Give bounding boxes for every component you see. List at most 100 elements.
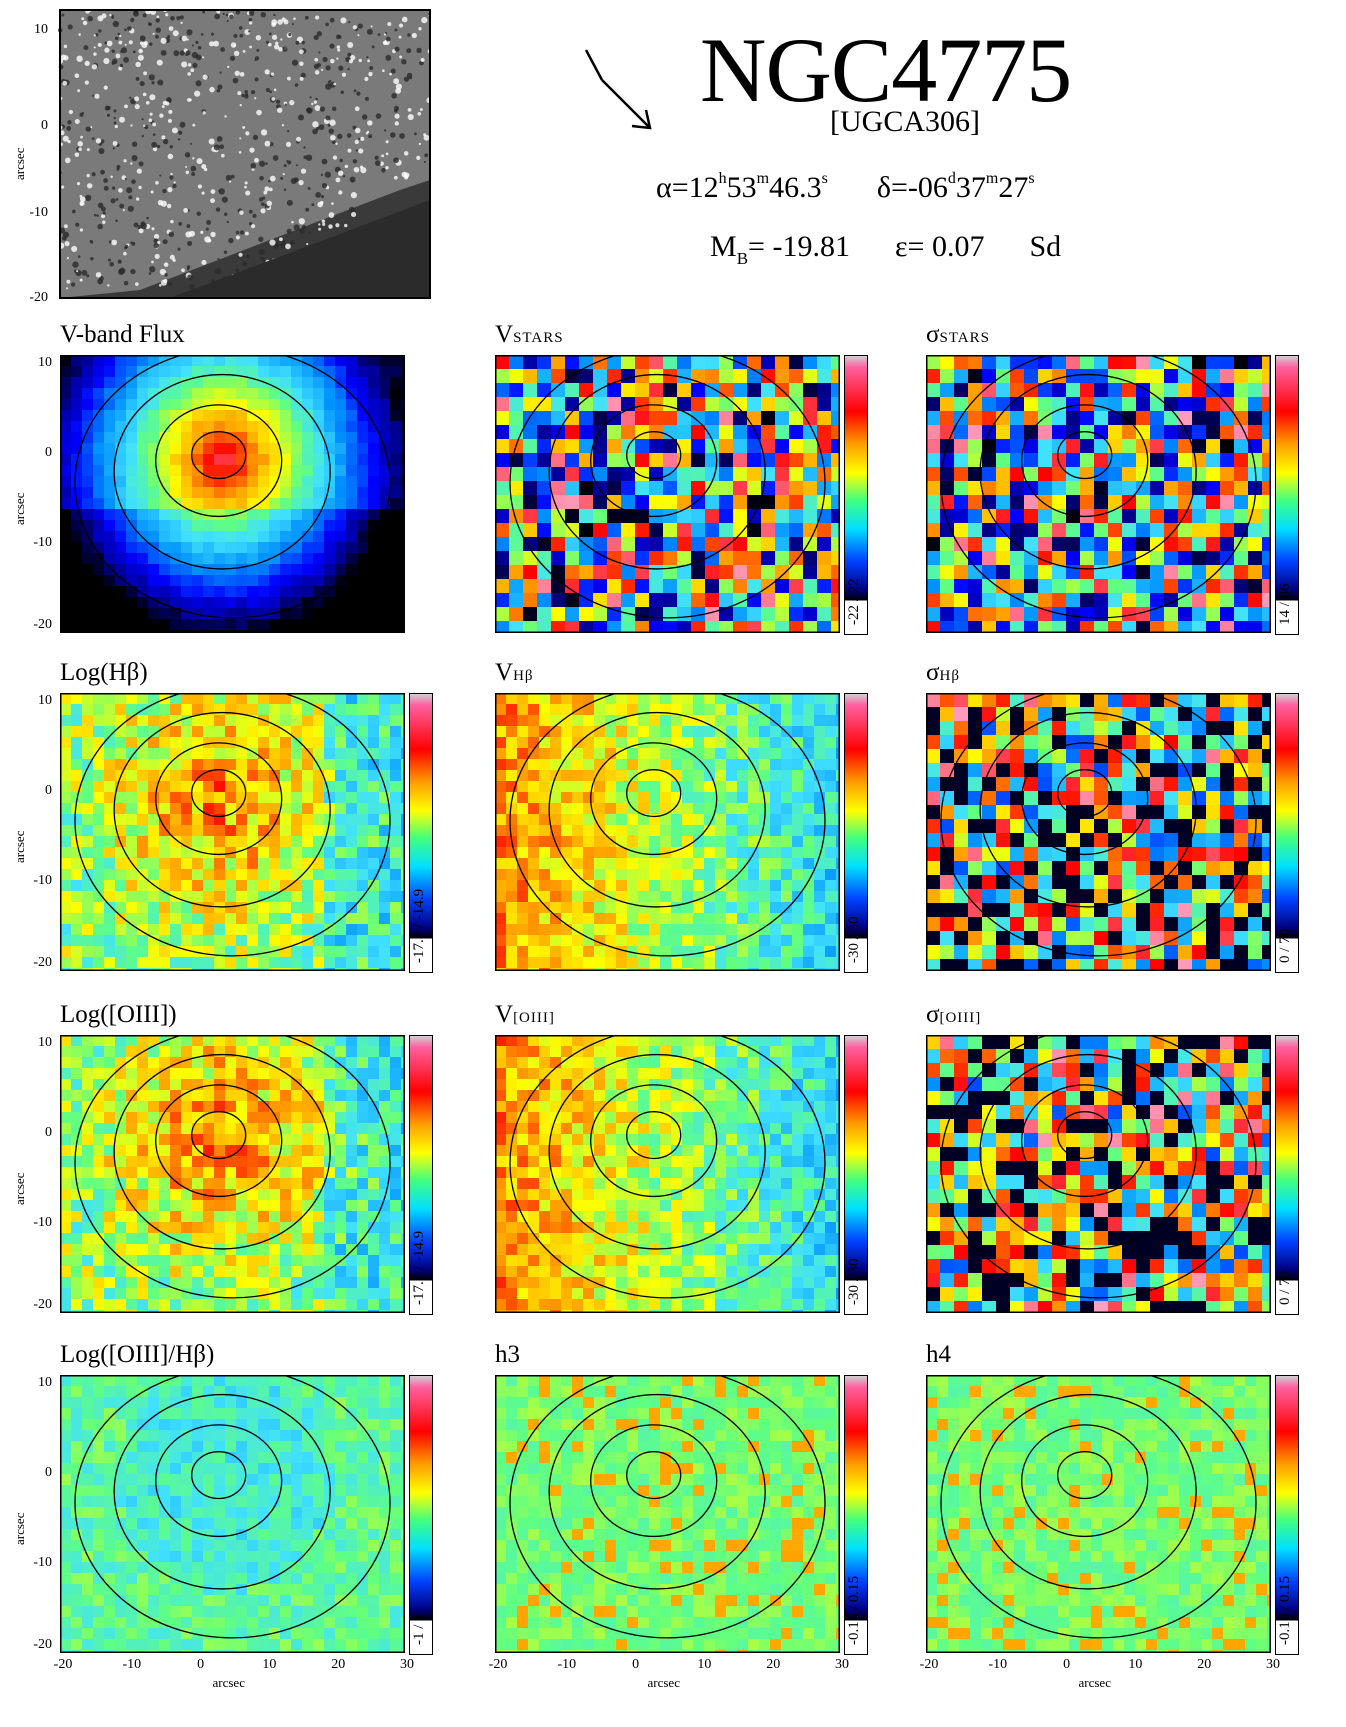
- y-tick-label: 0: [45, 445, 52, 460]
- map-panel-ratio: Log([OIII]/Hβ) -1 / 1 10 0 -10 -20 arcsec -20 -1…: [0, 1341, 433, 1690]
- isophote-contour: [590, 1084, 718, 1198]
- colorbar: [409, 1035, 433, 1315]
- panel-title: Log(Hβ): [60, 659, 148, 687]
- isophote-contour: [590, 742, 718, 856]
- ra-s-unit: s: [821, 170, 828, 187]
- dec-s: 27: [998, 171, 1029, 204]
- colorbar-range: 14 / 86: [1277, 583, 1293, 625]
- map-image: [495, 355, 840, 633]
- x-tick-label: 0: [1063, 1657, 1071, 1672]
- map-panel-vstars: VSTARS -22 / 22: [435, 321, 868, 643]
- panel-title-main: h3: [495, 1341, 520, 1368]
- isophote-contour: [74, 1035, 391, 1299]
- y-tick-label: -10: [33, 1215, 52, 1230]
- y-axis-label: arcsec: [12, 492, 27, 525]
- map-image: [495, 1035, 840, 1313]
- isophote-contour: [1057, 1451, 1113, 1500]
- isophote-contour: [1021, 1424, 1149, 1538]
- isophote-contour: [1057, 769, 1113, 818]
- panel-title-main: σ: [926, 1001, 940, 1028]
- isophote-contour: [155, 1084, 283, 1198]
- panel-title-sub: Hβ: [513, 668, 534, 684]
- panel-title-main: Log([OIII]): [60, 1001, 177, 1028]
- panel-title: V-band Flux: [60, 321, 185, 349]
- dec-s-unit: s: [1028, 170, 1035, 187]
- thumb-ytick: 10: [34, 22, 48, 37]
- map-panel-loghb: Log(Hβ) -17.7 / -14.9 10 0 -10 -20 arcsec: [0, 659, 433, 981]
- y-tick-label: 10: [38, 693, 52, 708]
- ellipticity: ε= 0.07: [894, 230, 985, 263]
- panel-title: σ[OIII]: [926, 1001, 981, 1029]
- x-tick-label: 20: [331, 1657, 346, 1672]
- map-panel-h3: h3 -0.15 / 0.15 -20 -10 0 10 20 30 arcsec: [435, 1341, 868, 1690]
- ra-s: 46.3: [769, 171, 822, 204]
- isophote-contour: [113, 711, 331, 908]
- colorbar-range: 0 / 70: [1277, 1270, 1293, 1305]
- x-tick-label: 0: [632, 1657, 640, 1672]
- colorbar-range: -17.7 / -14.9: [411, 1230, 427, 1305]
- isophote-contour: [113, 1053, 331, 1250]
- map-panel-h4: h4 -0.15 / 0.15 -20 -10 0 10 20 30 arcsec: [866, 1341, 1299, 1690]
- isophote-contour: [548, 1393, 766, 1590]
- isophote-contour: [548, 373, 766, 570]
- map-image: [60, 693, 405, 971]
- isophote-contour: [979, 711, 1197, 908]
- panel-title-main: Log([OIII]/Hβ): [60, 1341, 215, 1368]
- isophote-contour: [979, 1053, 1197, 1250]
- isophote-contour: [509, 1035, 826, 1299]
- colorbar-range: -0.15 / 0.15: [1277, 1575, 1293, 1645]
- thumbnail-image: [57, 7, 433, 299]
- galaxy-header: NGC4775 [UGCA306] α=12h 53m 46.3s δ=-06d…: [580, 20, 1340, 280]
- colorbar-range: -1 / 1: [411, 1613, 427, 1645]
- colorbar: [844, 355, 868, 635]
- panel-title: h3: [495, 1341, 520, 1369]
- isophote-contour: [940, 1035, 1257, 1299]
- y-tick-label: -20: [33, 1637, 52, 1652]
- map-image: [926, 1375, 1271, 1653]
- thumb-ytick: -20: [29, 290, 48, 305]
- x-tick-label: -10: [122, 1657, 142, 1672]
- thumb-ytick: -10: [29, 205, 48, 220]
- panel-title-sub: Hβ: [939, 668, 960, 684]
- compass-arrow-icon: [584, 49, 652, 130]
- isophote-contour: [1057, 1111, 1113, 1160]
- isophote-contour: [74, 355, 391, 619]
- isophote-contour: [191, 1111, 247, 1160]
- isophote-contour: [509, 693, 826, 957]
- y-tick-label: 10: [38, 355, 52, 370]
- map-image: [926, 693, 1271, 971]
- isophote-contour: [626, 431, 682, 480]
- morph-type: Sd: [1029, 230, 1062, 263]
- x-tick-label: 20: [1197, 1657, 1212, 1672]
- panel-title-main: V: [495, 659, 514, 686]
- x-axis-label: arcsec: [212, 1675, 245, 1690]
- map-panel-voiii: V[OIII] -30 / 30: [435, 1001, 868, 1323]
- y-tick-label: 0: [45, 783, 52, 798]
- ra-h: h: [718, 170, 727, 187]
- colorbar-range: -30 / 30: [846, 1258, 862, 1305]
- coordinates: α=12h 53m 46.3s δ=-06d 37m 27s: [656, 170, 1035, 205]
- colorbar: [409, 1375, 433, 1655]
- panel-title-main: σ: [926, 659, 940, 686]
- x-tick-label: -20: [488, 1657, 508, 1672]
- map-image: [60, 1035, 405, 1313]
- isophote-contour: [626, 1451, 682, 1500]
- colorbar: [1275, 1375, 1299, 1655]
- y-tick-label: -10: [33, 1555, 52, 1570]
- x-tick-label: 20: [766, 1657, 781, 1672]
- colorbar: [844, 693, 868, 973]
- galaxy-alt-name: [UGCA306]: [830, 105, 980, 138]
- colorbar-range: 0 / 70: [1277, 928, 1293, 963]
- map-panel-vhb: VHβ -30 / 30: [435, 659, 868, 981]
- y-axis-label: arcsec: [12, 1172, 27, 1205]
- isophote-contour: [191, 769, 247, 818]
- colorbar: [844, 1035, 868, 1315]
- panel-title-main: V: [495, 1001, 514, 1028]
- map-image: [495, 1375, 840, 1653]
- abs-mag-value: = -19.81: [748, 230, 850, 263]
- colorbar: [844, 1375, 868, 1655]
- y-tick-label: 10: [38, 1035, 52, 1050]
- isophote-contour: [940, 355, 1257, 619]
- colorbar-range: -17.7 / -14.9: [411, 888, 427, 963]
- x-tick-label: -10: [557, 1657, 577, 1672]
